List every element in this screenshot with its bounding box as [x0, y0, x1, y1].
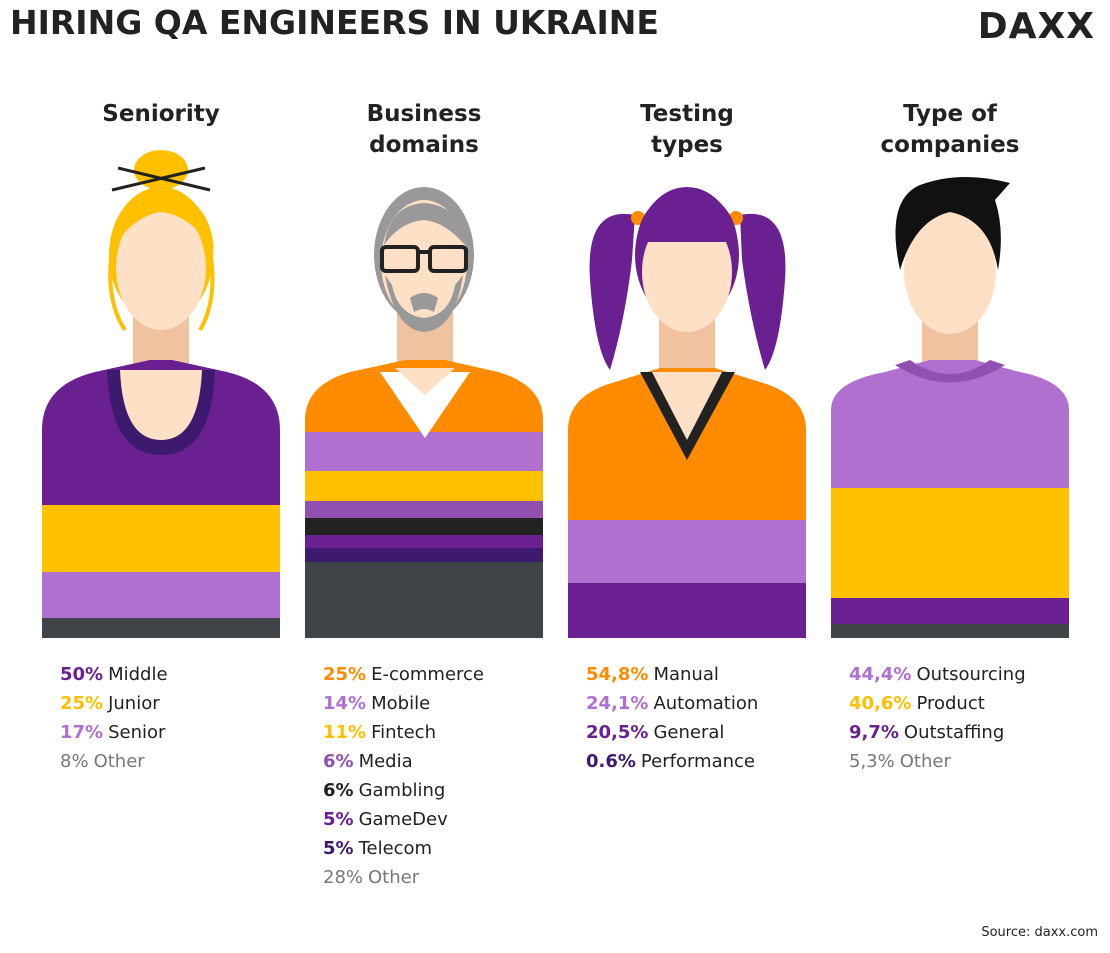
legend-item: 20,5% General	[586, 722, 724, 743]
item-label: Telecom	[358, 838, 433, 859]
legend-item: 9,7% Outstaffing	[849, 722, 1004, 743]
item-label: Other	[900, 751, 952, 772]
item-value: 9,7%	[849, 722, 899, 743]
item-value: 28%	[323, 867, 363, 888]
panel-heading: types	[651, 132, 723, 158]
figure-companies	[831, 176, 1069, 638]
item-label: Automation	[653, 693, 758, 714]
legend-item: 5,3% Other	[849, 751, 951, 772]
item-value: 6%	[323, 780, 354, 801]
item-label: E-commerce	[371, 664, 484, 685]
item-value: 25%	[60, 693, 103, 714]
item-value: 0.6%	[586, 751, 636, 772]
legend-item: 6% Media	[323, 751, 413, 772]
item-value: 14%	[323, 693, 366, 714]
item-label: Other	[94, 751, 146, 772]
item-value: 5,3%	[849, 751, 895, 772]
item-value: 44,4%	[849, 664, 911, 685]
legend-item: 40,6% Product	[849, 693, 985, 714]
item-value: 5%	[323, 838, 354, 859]
legend-item: 24,1% Automation	[586, 693, 758, 714]
legend-item: 25% E-commerce	[323, 664, 484, 685]
item-value: 24,1%	[586, 693, 648, 714]
legend-item: 6% Gambling	[323, 780, 445, 801]
panel-heading: companies	[881, 132, 1020, 158]
item-label: Media	[359, 751, 413, 772]
item-value: 11%	[323, 722, 366, 743]
legend-item: 5% GameDev	[323, 809, 448, 830]
legend-item: 44,4% Outsourcing	[849, 664, 1026, 685]
figure-seniority	[42, 150, 280, 638]
panel-heading: Testing	[640, 101, 734, 127]
item-label: Manual	[653, 664, 718, 685]
item-label: Gambling	[359, 780, 446, 801]
item-value: 17%	[60, 722, 103, 743]
panel-heading: domains	[369, 132, 479, 158]
panel-heading: Type of	[903, 101, 998, 127]
panel-heading: Seniority	[102, 101, 219, 127]
item-value: 50%	[60, 664, 103, 685]
item-label: Middle	[108, 664, 167, 685]
item-value: 5%	[323, 809, 354, 830]
legend-item: 0.6% Performance	[586, 751, 755, 772]
item-value: 40,6%	[849, 693, 911, 714]
item-label: Senior	[108, 722, 166, 743]
item-label: Product	[916, 693, 984, 714]
logo: DAXX	[978, 6, 1095, 47]
item-value: 20,5%	[586, 722, 648, 743]
item-label: Mobile	[371, 693, 430, 714]
figure-business	[305, 187, 543, 638]
item-label: Fintech	[371, 722, 436, 743]
item-label: Outsourcing	[916, 664, 1025, 685]
source: Source: daxx.com	[981, 925, 1098, 940]
legend-item: 25% Junior	[60, 693, 160, 714]
legend-item: 54,8% Manual	[586, 664, 719, 685]
figure-testing	[568, 187, 806, 638]
item-value: 6%	[323, 751, 354, 772]
item-value: 25%	[323, 664, 366, 685]
panel-heading: Business	[367, 101, 482, 127]
legend-item: 14% Mobile	[323, 693, 430, 714]
legend-item: 5% Telecom	[323, 838, 432, 859]
item-label: Other	[368, 867, 420, 888]
legend-item: 8% Other	[60, 751, 145, 772]
title: HIRING QA ENGINEERS IN UKRAINE	[10, 3, 659, 42]
legend-item: 28% Other	[323, 867, 420, 888]
item-value: 8%	[60, 751, 89, 772]
legend-item: 11% Fintech	[323, 722, 436, 743]
item-label: Junior	[107, 693, 160, 714]
item-label: General	[653, 722, 724, 743]
item-value: 54,8%	[586, 664, 648, 685]
item-label: GameDev	[359, 809, 449, 830]
legend-item: 50% Middle	[60, 664, 168, 685]
legend-item: 17% Senior	[60, 722, 166, 743]
item-label: Performance	[641, 751, 755, 772]
item-label: Outstaffing	[904, 722, 1004, 743]
